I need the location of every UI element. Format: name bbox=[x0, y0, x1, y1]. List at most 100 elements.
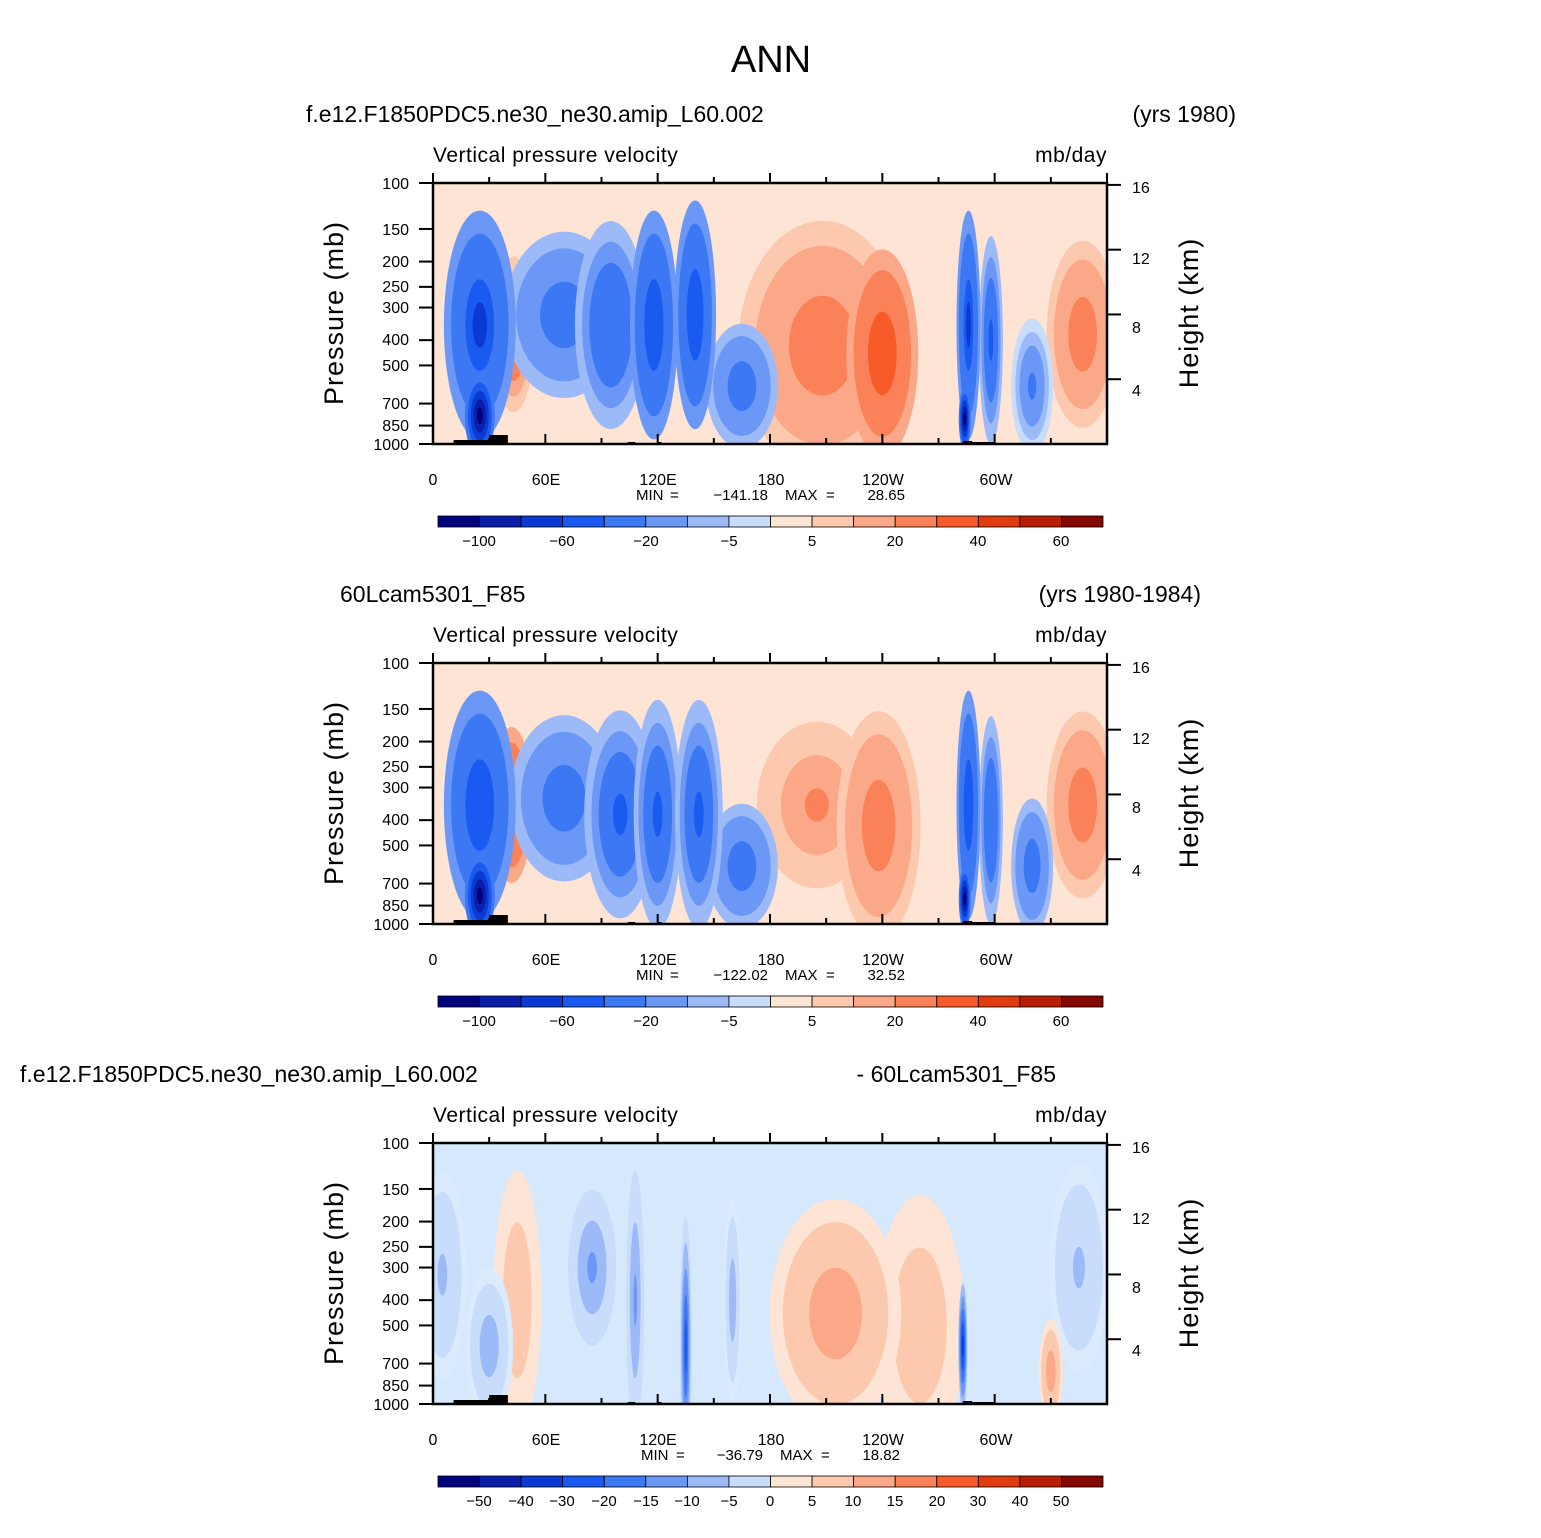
height-tick-label: 4 bbox=[1132, 383, 1141, 400]
lon-tick-label: 180 bbox=[758, 1432, 785, 1449]
terrain-block bbox=[453, 920, 490, 924]
colorbar bbox=[437, 1475, 1104, 1488]
colorbar-swatch bbox=[603, 1475, 647, 1488]
colorbar-swatch bbox=[645, 515, 688, 528]
colorbar-swatch bbox=[645, 1475, 688, 1488]
colorbar-label: −15 bbox=[633, 1493, 658, 1510]
colorbar-label: 40 bbox=[1012, 1493, 1029, 1510]
contour-region bbox=[1075, 786, 1090, 824]
contour-region bbox=[512, 1274, 523, 1327]
panel-control: 60Lcam5301_F85 (yrs 1980-1984) Vertical … bbox=[319, 581, 1204, 1030]
lon-tick-label: 60W bbox=[980, 472, 1014, 489]
pressure-tick-label: 850 bbox=[382, 418, 409, 435]
colorbar-swatch bbox=[977, 1475, 1021, 1488]
terrain-block bbox=[489, 915, 508, 924]
contour-region bbox=[652, 791, 663, 838]
colorbar-swatch bbox=[853, 515, 896, 528]
colorbar-swatch bbox=[479, 515, 522, 528]
contour-region bbox=[870, 802, 887, 849]
contour-region bbox=[472, 302, 487, 348]
colorbar-swatch bbox=[479, 1475, 522, 1488]
colorbar-swatch bbox=[437, 1475, 480, 1488]
colorbar-label: −5 bbox=[720, 533, 737, 550]
terrain-block bbox=[453, 1400, 490, 1404]
contour-region bbox=[552, 298, 577, 332]
colorbar-swatch bbox=[977, 995, 1021, 1008]
pressure-axis: 100 150 200 250 300 400 500 700 850 1000 bbox=[373, 1136, 409, 1414]
contour-region bbox=[437, 1254, 448, 1296]
colorbar-swatch bbox=[936, 1475, 979, 1488]
y-axis-title: Pressure (mb) bbox=[319, 1181, 349, 1365]
max-value: 18.82 bbox=[862, 1447, 900, 1464]
pressure-tick-label: 700 bbox=[382, 1356, 409, 1373]
colorbar-swatch bbox=[728, 995, 771, 1008]
colorbar-label: −40 bbox=[508, 1493, 533, 1510]
colorbar-swatch bbox=[894, 1475, 938, 1488]
colorbar-label: −30 bbox=[549, 1493, 574, 1510]
colorbar-label: 15 bbox=[887, 1493, 904, 1510]
case-name: f.e12.F1850PDC5.ne30_ne30.amip_L60.002 bbox=[306, 101, 764, 127]
colorbar-swatch bbox=[728, 1475, 771, 1488]
contour-field bbox=[433, 183, 1107, 444]
axis-ticks bbox=[419, 173, 1121, 1405]
lon-tick-label: 60E bbox=[532, 1432, 560, 1449]
variable-title: Vertical pressure velocity bbox=[433, 1104, 678, 1127]
colorbar-label: 40 bbox=[970, 1013, 987, 1030]
colorbar bbox=[437, 995, 1104, 1008]
min-max-stats: MIN = −141.18 MAX = 28.65 bbox=[636, 487, 905, 504]
contour-region bbox=[649, 302, 659, 348]
y2-axis-title: Height (km) bbox=[1174, 238, 1204, 389]
colorbar-label: 0 bbox=[766, 1493, 774, 1510]
height-tick-label: 4 bbox=[1132, 863, 1141, 880]
min-value: −122.02 bbox=[713, 967, 768, 984]
contour-region bbox=[966, 302, 971, 348]
contour-region bbox=[603, 304, 619, 346]
colorbar-swatch bbox=[811, 515, 855, 528]
pressure-tick-label: 400 bbox=[382, 812, 409, 829]
height-tick-label: 4 bbox=[1132, 1343, 1141, 1360]
pressure-tick-label: 100 bbox=[382, 176, 409, 193]
contour-region bbox=[963, 892, 966, 905]
contour-region bbox=[1072, 1246, 1085, 1289]
min-value: −36.79 bbox=[717, 1447, 763, 1464]
contour-region bbox=[553, 781, 575, 815]
min-equals: = bbox=[670, 967, 679, 984]
contour-field bbox=[433, 1143, 1107, 1404]
colorbar-label: 60 bbox=[1053, 533, 1070, 550]
colorbar-swatch bbox=[1061, 995, 1104, 1008]
colorbar-label: −60 bbox=[549, 1013, 574, 1030]
contour-region bbox=[910, 1299, 929, 1352]
pressure-tick-label: 400 bbox=[382, 1292, 409, 1309]
colorbar-swatch bbox=[977, 515, 1021, 528]
min-equals: = bbox=[670, 487, 679, 504]
colorbar-labels: −100 −60 −20 −5 5 20 40 60 bbox=[462, 1013, 1069, 1030]
contour-region bbox=[730, 1279, 735, 1321]
colorbar-label: 40 bbox=[970, 533, 987, 550]
longitude-axis: 0 60E 120E 180 120W 60W bbox=[429, 952, 1014, 969]
colorbar-label: −50 bbox=[466, 1493, 491, 1510]
lon-tick-label: 60E bbox=[532, 472, 560, 489]
colorbar-swatch bbox=[853, 995, 896, 1008]
pressure-tick-label: 250 bbox=[382, 279, 409, 296]
pressure-tick-label: 100 bbox=[382, 1136, 409, 1153]
lon-tick-label: 120E bbox=[639, 952, 676, 969]
pressure-tick-label: 1000 bbox=[373, 437, 409, 454]
colorbar-label: 5 bbox=[808, 1013, 816, 1030]
y2-axis-title: Height (km) bbox=[1174, 718, 1204, 869]
colorbar-label: 50 bbox=[1053, 1493, 1070, 1510]
contour-region bbox=[963, 412, 966, 425]
colorbar-label: 5 bbox=[808, 533, 816, 550]
years-label: - 60Lcam5301_F85 bbox=[857, 1061, 1056, 1087]
height-tick-label: 16 bbox=[1132, 660, 1150, 677]
height-tick-label: 12 bbox=[1132, 731, 1150, 748]
colorbar-swatch bbox=[686, 995, 730, 1008]
units-label: mb/day bbox=[1035, 144, 1107, 167]
y-axis-title: Pressure (mb) bbox=[319, 221, 349, 405]
colorbar-swatch bbox=[853, 1475, 896, 1488]
colorbar-label: 20 bbox=[929, 1493, 946, 1510]
pressure-tick-label: 150 bbox=[382, 702, 409, 719]
contour-region bbox=[1027, 372, 1037, 400]
pressure-tick-label: 700 bbox=[382, 876, 409, 893]
panel-model: f.e12.F1850PDC5.ne30_ne30.amip_L60.002 (… bbox=[306, 101, 1236, 550]
